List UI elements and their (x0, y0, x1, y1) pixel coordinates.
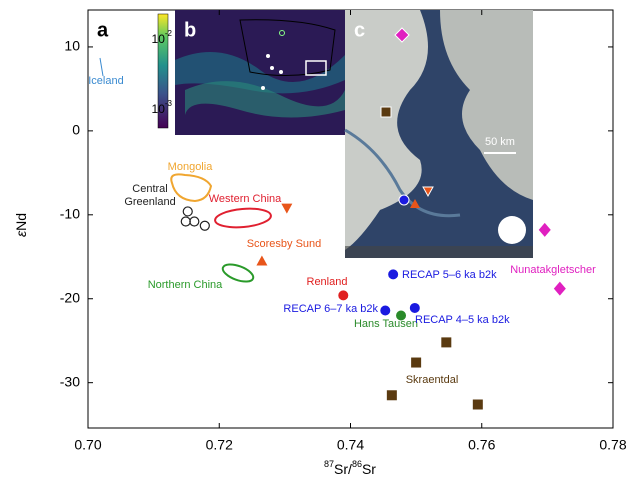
colorbar-label: 10-2 (152, 29, 173, 46)
map-marker (410, 199, 420, 208)
region-label: Iceland (88, 75, 123, 87)
y-tick-label: 0 (72, 122, 80, 138)
map-footer (345, 246, 533, 258)
region (221, 263, 255, 283)
map-marker (380, 106, 392, 118)
point (380, 305, 391, 316)
map-field (185, 81, 345, 118)
map-marker (422, 186, 434, 198)
land (345, 10, 428, 250)
point (386, 390, 397, 401)
series-label: Skraentdal (406, 374, 459, 386)
x-axis-label: 87Sr/86Sr (324, 459, 376, 476)
series-label: RECAP 5–6 ka b2k (402, 269, 497, 281)
point (388, 269, 399, 280)
point (281, 203, 293, 214)
x-tick-label: 0.72 (206, 437, 233, 453)
point (441, 337, 452, 348)
map-site (266, 54, 270, 58)
map-box (305, 60, 327, 76)
y-tick-label: -30 (60, 373, 80, 389)
label-part: Nd (13, 213, 29, 231)
region (214, 207, 272, 229)
point (411, 357, 422, 368)
x-tick-label: 0.74 (337, 437, 364, 453)
point (538, 222, 551, 237)
series-label: RECAP 4–5 ka b2k (415, 314, 510, 326)
map-outline (239, 19, 336, 77)
inset-c (344, 10, 533, 258)
x-tick-label: 0.70 (74, 437, 101, 453)
map-site (279, 30, 285, 36)
scale-label: 50 km (485, 136, 515, 148)
cb-exp: -3 (165, 99, 173, 108)
point (199, 220, 210, 231)
region-label: Western China (209, 193, 282, 205)
panel-letter: a (97, 19, 109, 41)
point (553, 281, 566, 296)
region-label: Mongolia (168, 161, 214, 173)
series-label: Hans Tausen (354, 318, 418, 330)
point (472, 399, 483, 410)
panel-letter: b (184, 19, 196, 41)
colorbar (157, 13, 169, 129)
region-label: Northern China (148, 279, 223, 291)
sup: 87 (324, 459, 334, 469)
x-tick-label: 0.78 (599, 437, 626, 453)
y-tick-label: 10 (64, 38, 80, 54)
point (180, 216, 191, 227)
map-site (279, 70, 283, 74)
map-marker (398, 194, 410, 206)
sup: 86 (352, 459, 362, 469)
panel-letter: c (354, 19, 365, 41)
x-tick-label: 0.76 (468, 437, 495, 453)
map-site (270, 66, 274, 70)
series-label: Central Greenland (124, 183, 176, 208)
map-marker (394, 27, 410, 43)
series-label: Renland (307, 276, 348, 288)
point (396, 310, 407, 321)
cb-exp: -2 (165, 29, 173, 38)
colorbar-label: 10-3 (152, 99, 173, 116)
point (338, 290, 349, 301)
point (182, 206, 193, 217)
globe (498, 216, 526, 244)
series-label: RECAP 6–7 ka b2k (283, 303, 378, 315)
cb-base: 10 (152, 102, 166, 116)
label-part: Sr/ (334, 461, 352, 477)
series-label: Nunatakgletscher (510, 264, 596, 276)
cb-base: 10 (152, 32, 166, 46)
series-label: Scoresby Sund (247, 238, 322, 250)
y-axis-label: εNd (13, 213, 29, 237)
inset-b (157, 10, 345, 135)
map-site (261, 86, 265, 90)
fjord (344, 128, 461, 218)
label-part: ε (13, 230, 29, 237)
point (256, 255, 268, 266)
iceland-line (99, 57, 104, 77)
y-tick-label: -20 (60, 289, 80, 305)
point (189, 216, 200, 227)
point (409, 302, 420, 313)
label-part: Sr (362, 461, 376, 477)
region (170, 173, 213, 203)
y-tick-label: -10 (60, 206, 80, 222)
